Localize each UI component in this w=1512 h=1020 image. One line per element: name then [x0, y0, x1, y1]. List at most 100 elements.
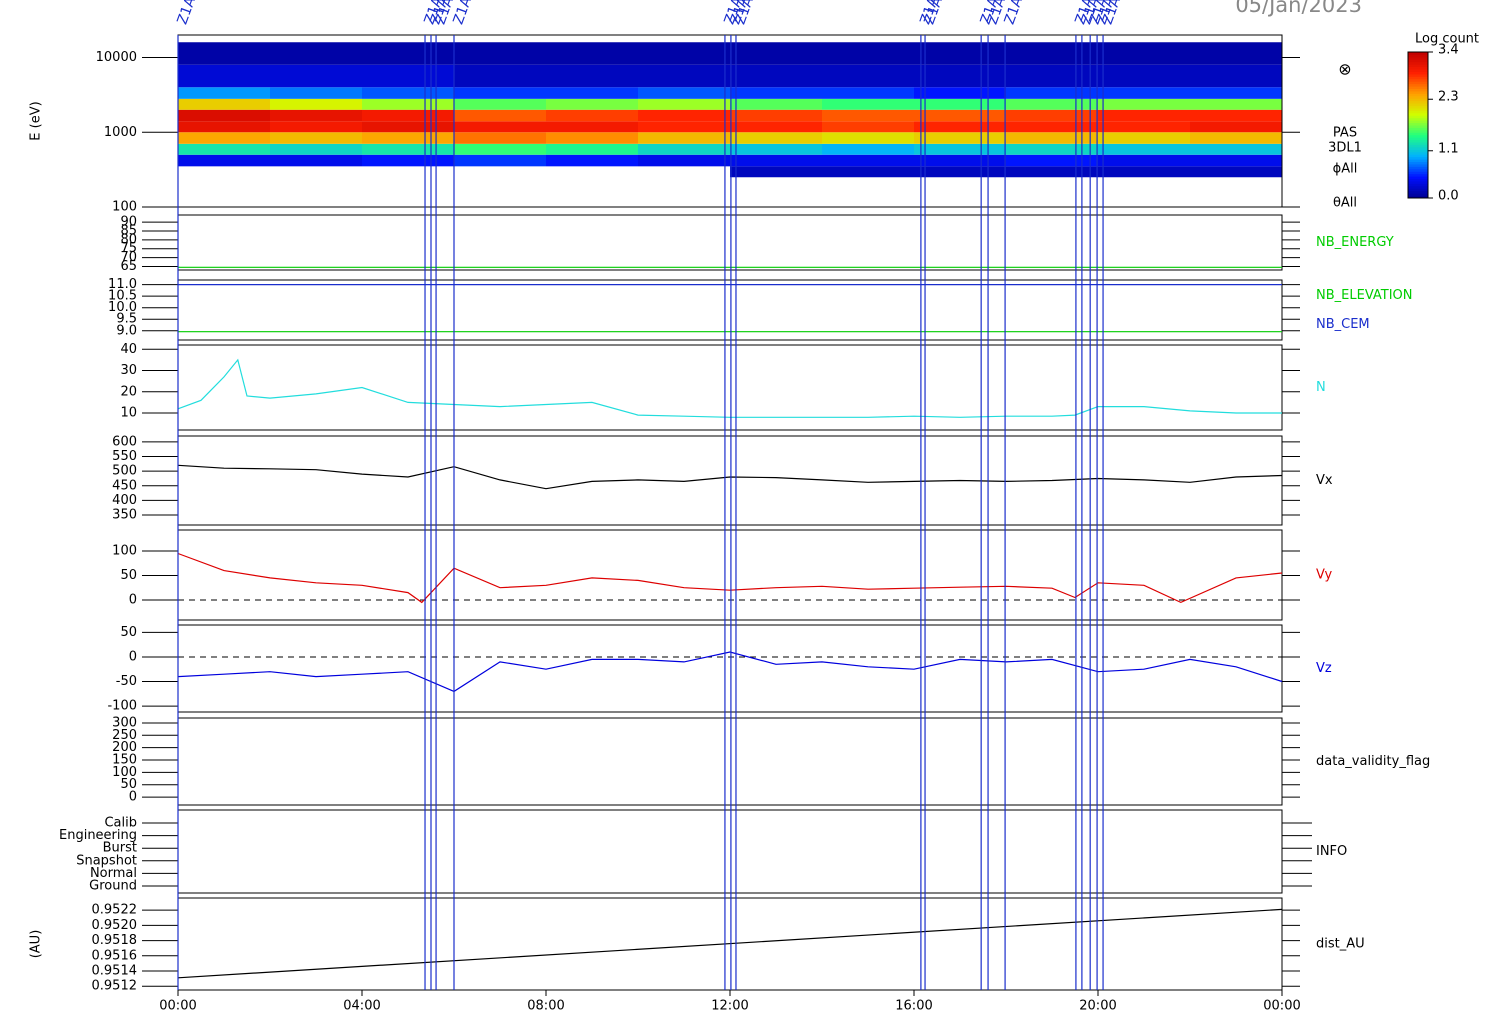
legend-label: NB_CEM: [1316, 317, 1370, 332]
y-tick-label: 0.9520: [92, 918, 138, 933]
x-tick-label: 08:00: [527, 999, 564, 1014]
colorbar-tick-label: 3.4: [1438, 43, 1459, 58]
colorbar-step: [1408, 146, 1428, 150]
heatmap-cell: [730, 121, 822, 133]
heatmap-cell: [546, 132, 638, 144]
heatmap-cell: [454, 121, 546, 133]
panel-frame: [177, 279, 1283, 341]
y-tick-label: 85: [120, 223, 137, 238]
colorbar-step: [1408, 163, 1428, 167]
y-category-label: Snapshot: [76, 853, 137, 868]
heatmap-cell: [730, 154, 822, 167]
panel-label: 3DL1: [1328, 141, 1362, 156]
colorbar-step: [1408, 71, 1428, 75]
colorbar-step: [1408, 105, 1428, 109]
heatmap-cell: [638, 154, 730, 167]
colorbar-step: [1408, 195, 1428, 199]
heatmap-cell: [638, 98, 730, 110]
heatmap-cell: [270, 42, 362, 65]
heatmap-cell: [1098, 64, 1190, 88]
legend-label: Vz: [1316, 661, 1332, 676]
colorbar-step: [1408, 115, 1428, 119]
heatmap-cell: [1098, 87, 1190, 99]
heatmap-cell: [546, 42, 638, 65]
y-category-label: Normal: [90, 866, 137, 881]
heatmap-cell: [1098, 42, 1190, 65]
heatmap-cell: [730, 109, 822, 122]
colorbar-step: [1408, 66, 1428, 70]
colorbar-step: [1408, 166, 1428, 170]
heatmap-cell: [362, 143, 454, 155]
heatmap-cell: [1190, 132, 1282, 144]
colorbar-step: [1408, 132, 1428, 136]
y-tick-label: 0: [129, 790, 137, 805]
y-tick-label: 150: [112, 753, 137, 768]
heatmap-cell: [546, 98, 638, 110]
colorbar-step: [1408, 159, 1428, 162]
heatmap-cell: [1006, 143, 1098, 155]
heatmap-cell: [1006, 154, 1098, 167]
colorbar-step: [1408, 98, 1428, 102]
heatmap-cell: [1098, 98, 1190, 110]
colorbar-step: [1408, 151, 1428, 155]
heatmap-cell: [546, 121, 638, 133]
colorbar-step: [1408, 185, 1428, 189]
colorbar-step: [1408, 156, 1428, 160]
panel-frame: [177, 214, 1283, 271]
colorbar-step: [1408, 81, 1428, 85]
heatmap-cell: [270, 109, 362, 122]
heatmap-cell: [1098, 154, 1190, 167]
series-line: [177, 552, 1283, 604]
heatmap-cell: [178, 132, 270, 144]
y-tick-label: 50: [120, 625, 137, 640]
y-tick-label: 100: [112, 765, 137, 780]
colorbar-step: [1408, 125, 1428, 128]
heatmap-cell: [914, 109, 1006, 122]
y-tick-label: 11.0: [108, 277, 137, 292]
heatmap-cell: [822, 109, 914, 122]
heatmap-cell: [270, 98, 362, 110]
heatmap-cell: [1006, 42, 1098, 65]
panel-frame: [177, 435, 1283, 526]
heatmap-cell: [178, 98, 270, 110]
heatmap-cell: [914, 143, 1006, 155]
colorbar-step: [1408, 161, 1428, 165]
heatmap-cell: [362, 132, 454, 144]
heatmap-cell: [1006, 98, 1098, 110]
heatmap-cell: [362, 64, 454, 88]
heatmap-cell: [270, 87, 362, 99]
colorbar-step: [1408, 188, 1428, 192]
series-line: [177, 908, 1283, 979]
colorbar-tick-label: 1.1: [1438, 141, 1459, 156]
heatmap-cell: [638, 64, 730, 88]
heatmap-cell: [546, 143, 638, 155]
heatmap-cell: [362, 98, 454, 110]
legend-label: N: [1316, 380, 1326, 395]
heatmap-cell: [730, 143, 822, 155]
colorbar-step: [1408, 139, 1428, 143]
x-tick-label: 12:00: [711, 999, 748, 1014]
heatmap-cell: [1190, 143, 1282, 155]
colorbar-step: [1408, 56, 1428, 60]
y-tick-label: 10.5: [108, 289, 137, 304]
heatmap-cell: [178, 143, 270, 155]
colorbar-step: [1408, 86, 1428, 89]
heatmap-cell: [454, 109, 546, 122]
colorbar-step: [1408, 100, 1428, 104]
heatmap-cell: [730, 64, 822, 88]
colorbar-step: [1408, 76, 1428, 80]
y-tick-label: 9.0: [116, 323, 137, 338]
heatmap-cell: [1006, 64, 1098, 88]
y-tick-label: -50: [116, 674, 137, 689]
colorbar-step: [1408, 120, 1428, 124]
heatmap-cell: [822, 121, 914, 133]
colorbar-step: [1408, 54, 1428, 58]
heatmap-cell: [1006, 87, 1098, 99]
heatmap-cell: [638, 109, 730, 122]
y-tick-label: 350: [112, 508, 137, 523]
heatmap-cell: [822, 166, 914, 178]
series-line: [177, 651, 1283, 693]
colorbar-step: [1408, 52, 1428, 55]
y-category-label: Engineering: [59, 828, 137, 843]
colorbar-step: [1408, 178, 1428, 182]
